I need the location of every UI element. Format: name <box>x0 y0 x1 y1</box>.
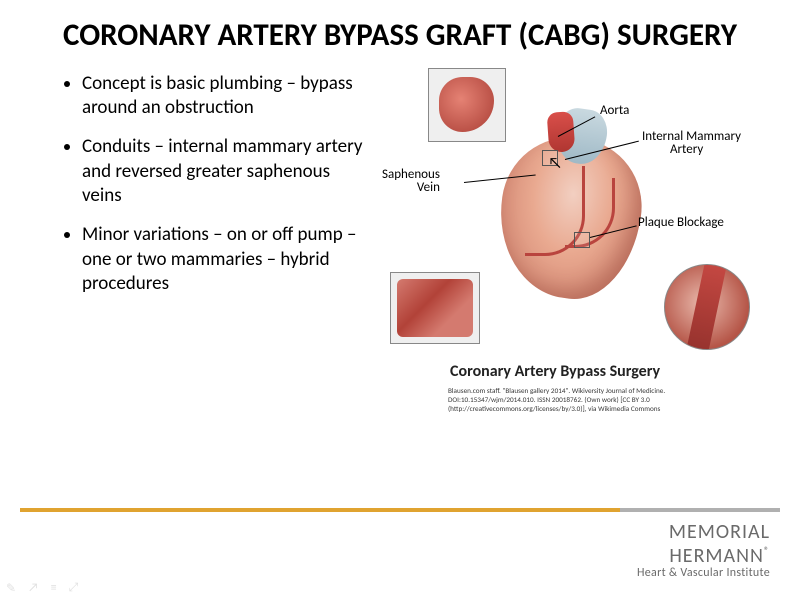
aorta-shape <box>547 111 576 153</box>
pointer-icon[interactable]: ↗ <box>28 581 39 596</box>
logo-text: MEMORI <box>669 520 748 544</box>
label-text: Vein <box>382 181 440 195</box>
label-text: Artery <box>642 143 741 157</box>
presenter-toolbar: ✎ ↗ ≡ ⤢ <box>6 581 78 596</box>
figure-caption: Coronary Artery Bypass Surgery <box>450 362 660 381</box>
divider-bar <box>20 508 780 512</box>
bullet-list: Concept is basic plumbing – bypass aroun… <box>60 64 370 384</box>
label-text: Aorta <box>600 103 629 118</box>
inset-plaque-circle <box>664 264 750 350</box>
attribution-line: (http://creativecommons.org/licenses/by/… <box>448 404 665 413</box>
menu-icon[interactable]: ≡ <box>51 581 57 596</box>
slide: CORONARY ARTERY BYPASS GRAFT (CABG) SURG… <box>0 0 800 600</box>
label-text: Saphenous <box>382 168 440 182</box>
diagram-label-saphenous: Saphenous Vein <box>382 168 440 195</box>
attribution-line: DOI:10.15347/wjm/2014.010. ISSN 20018762… <box>448 395 665 404</box>
logo-block: MEMORIAL HERMANN® Heart & Vascular Insti… <box>637 520 770 580</box>
expand-icon[interactable]: ⤢ <box>69 581 79 596</box>
inset-vessel-closeup <box>390 272 480 344</box>
logo-line1: MEMORIAL HERMANN® <box>637 520 770 568</box>
label-text: Plaque Blockage <box>638 215 724 230</box>
diagram-label-aorta: Aorta <box>600 104 629 118</box>
attribution-block: Blausen.com staff. "Blausen gallery 2014… <box>448 386 665 413</box>
bullet-item: Concept is basic plumbing – bypass aroun… <box>82 72 370 121</box>
bullet-item: Conduits – internal mammary artery and r… <box>82 135 370 209</box>
diagram-label-ima: Internal Mammary Artery <box>642 130 741 157</box>
slide-title: CORONARY ARTERY BYPASS GRAFT (CABG) SURG… <box>0 0 800 64</box>
registered-icon: ® <box>764 544 770 557</box>
mouse-cursor-icon: ↖ <box>548 154 562 173</box>
logo-text: AL <box>748 520 770 544</box>
pen-icon[interactable]: ✎ <box>6 581 16 596</box>
callout-marker <box>574 232 590 248</box>
diagram-label-plaque: Plaque Blockage <box>638 216 724 230</box>
bullet-item: Minor variations – on or off pump – one … <box>82 223 370 297</box>
content-row: Concept is basic plumbing – bypass aroun… <box>0 64 800 384</box>
logo-subtitle: Heart & Vascular Institute <box>637 566 770 580</box>
logo-text: HERMANN <box>669 544 764 568</box>
attribution-line: Blausen.com staff. "Blausen gallery 2014… <box>448 386 665 395</box>
figure-area: ↖ Aorta Internal Mammary Artery Saphenou… <box>380 64 770 384</box>
label-text: Internal Mammary <box>642 130 741 144</box>
